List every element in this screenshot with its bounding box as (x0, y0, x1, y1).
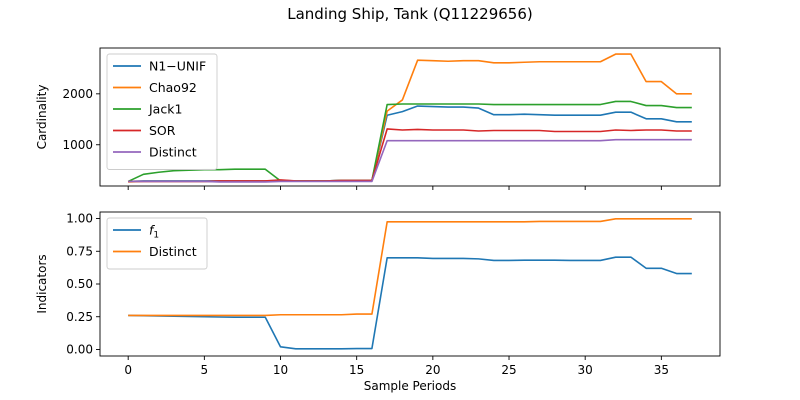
indicators-ytick-label: 0.50 (66, 277, 93, 291)
indicators-xtick-label: 20 (425, 363, 440, 377)
indicators-xtick-label: 10 (273, 363, 288, 377)
indicators-legend: f1 Distinct (106, 217, 208, 270)
cardinality-plot: 1000 2000 Cardinality N1−UNIF Chao92 Jack1 SOR… (35, 47, 721, 190)
indicators-legend-label: Distinct (149, 244, 197, 259)
indicators-ytick-label: 0.00 (66, 343, 93, 357)
indicators-xtick-label: 0 (124, 363, 132, 377)
cardinality-legend: N1−UNIF Chao92 Jack1 SOR Distinct (106, 53, 218, 170)
indicators-xtick-label: 25 (501, 363, 516, 377)
cardinality-ylabel: Cardinality (35, 85, 49, 150)
indicators-series-line-f1 (128, 256, 692, 350)
indicators-plot: 0 5 10 15 20 25 30 35 0.00 0.25 0.50 0.75 1.00 Indica… (35, 211, 721, 393)
indicators-ytick-label: 1.00 (66, 212, 93, 226)
indicators-xlabel: Sample Periods (364, 379, 456, 393)
cardinality-series-line-distinct (128, 138, 692, 183)
cardinality-legend-label: Distinct (149, 145, 197, 160)
cardinality-ytick-label: 1000 (62, 138, 93, 152)
cardinality-legend-label: Chao92 (149, 80, 197, 95)
indicators-ylabel: Indicators (35, 254, 49, 313)
indicators-xtick-label: 35 (654, 363, 669, 377)
indicators-legend-label: f1 (149, 223, 159, 241)
indicators-ytick-label: 0.75 (66, 244, 93, 258)
indicators-ytick-label: 0.25 (66, 310, 93, 324)
cardinality-series-line-sor (128, 128, 692, 183)
cardinality-legend-label: N1−UNIF (149, 59, 206, 74)
cardinality-legend-label: SOR (149, 123, 176, 138)
cardinality-ytick-label: 2000 (62, 87, 93, 101)
indicators-xtick-label: 15 (349, 363, 364, 377)
indicators-series-line-distinct (128, 218, 692, 317)
cardinality-legend-label: Jack1 (148, 102, 182, 117)
cardinality-series-line-jack1 (127, 100, 692, 183)
figure-title: Landing Ship, Tank (Q11229656) (287, 5, 533, 23)
cardinality-axes-frame (99, 47, 721, 187)
indicators-xtick-label: 30 (578, 363, 593, 377)
indicators-xtick-label: 5 (201, 363, 209, 377)
cardinality-legend-box (106, 53, 218, 170)
